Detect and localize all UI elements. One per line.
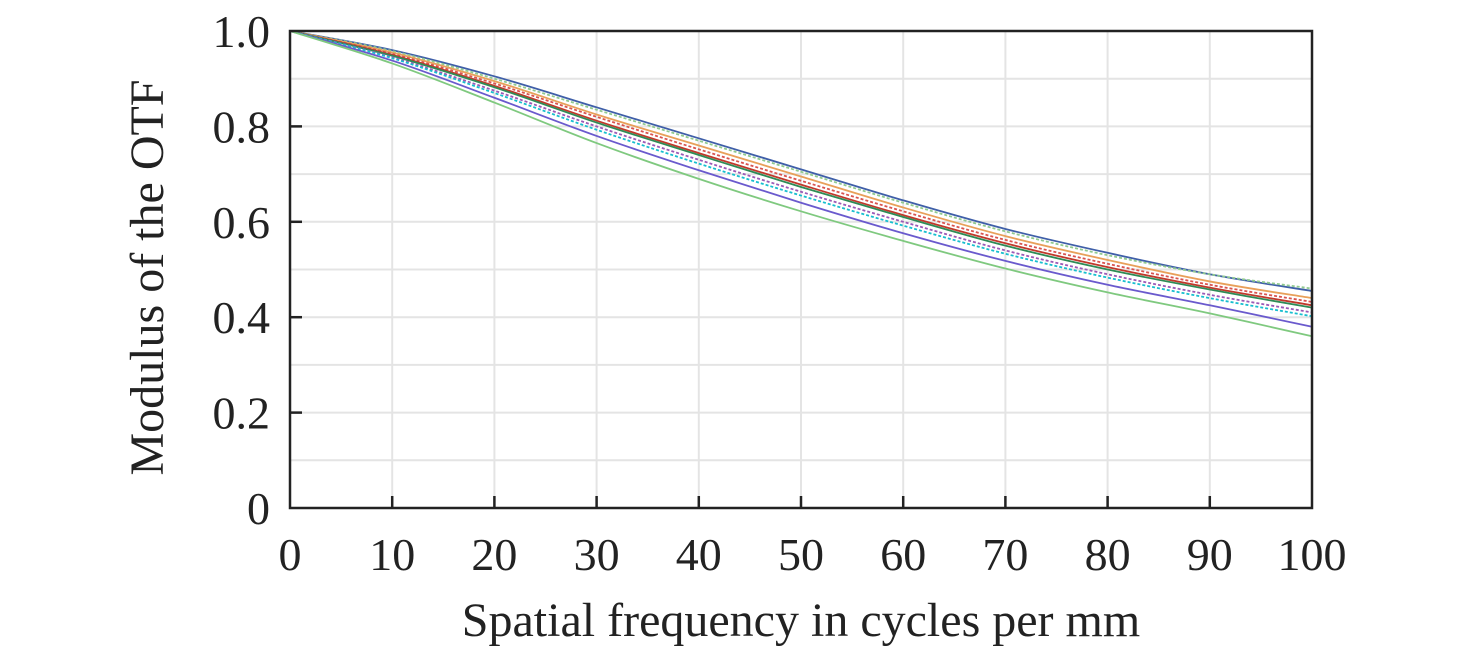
y-tick-label: 0.6 [213, 197, 271, 248]
series-line-curve-4 [289, 30, 1313, 303]
y-tick-label: 0.8 [213, 101, 271, 152]
axis-ticks [290, 125, 1212, 508]
series-line-curve-2 [289, 30, 1313, 290]
x-tick-label: 90 [1187, 529, 1233, 580]
x-tick-label: 20 [471, 529, 517, 580]
x-axis-title: Spatial frequency in cycles per mm [462, 594, 1140, 647]
y-axis-title: Modulus of the OTF [121, 80, 174, 476]
series-line-curve-7 [289, 30, 1313, 314]
y-tick-label: 1.0 [213, 6, 271, 57]
y-tick-labels: 0 0.2 0.4 0.6 0.8 1.0 [213, 6, 271, 534]
x-tick-label: 30 [574, 529, 620, 580]
y-tick-label: 0 [247, 483, 270, 534]
x-tick-label: 60 [880, 529, 926, 580]
x-tick-labels: 0 10 20 30 40 50 60 70 80 90 100 [279, 529, 1347, 580]
series-line-curve-5 [289, 30, 1313, 307]
series-line-curve-9 [289, 30, 1313, 328]
series-line-curve-8 [289, 30, 1313, 318]
x-tick-label: 80 [1085, 529, 1131, 580]
series-line-curve-3 [289, 30, 1313, 300]
grid-lines [290, 31, 1312, 508]
x-tick-label: 70 [982, 529, 1028, 580]
x-tick-label: 50 [778, 529, 824, 580]
series-line-curve-10 [289, 30, 1313, 338]
series-group [289, 30, 1313, 338]
x-tick-label: 10 [369, 529, 415, 580]
x-tick-label: 40 [676, 529, 722, 580]
x-tick-label: 0 [279, 529, 302, 580]
series-line-curve-6 [289, 30, 1313, 309]
x-tick-label: 100 [1278, 529, 1347, 580]
y-tick-label: 0.2 [213, 388, 271, 439]
series-line-curve-1 [289, 30, 1313, 292]
y-tick-label: 0.4 [213, 292, 271, 343]
